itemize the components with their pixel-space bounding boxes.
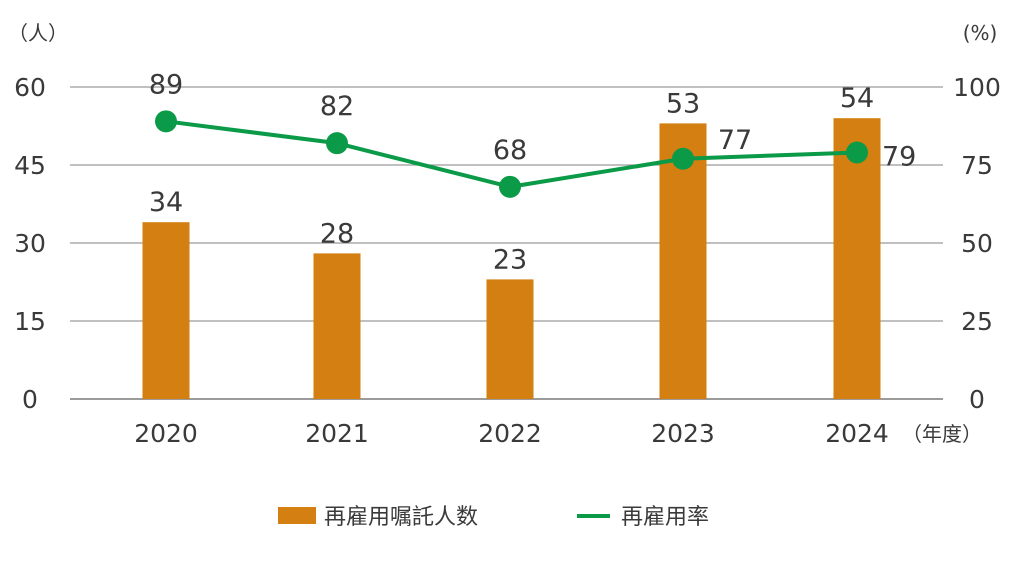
right-tick-label: 50 — [961, 229, 993, 258]
right-tick-label: 0 — [969, 385, 985, 414]
right-axis-unit: (%) — [963, 21, 998, 45]
bar — [142, 222, 190, 399]
legend-label-bar: 再雇用嘱託人数 — [324, 505, 478, 530]
line-point — [499, 175, 521, 198]
line-series: 89 82 68 77 79 — [149, 69, 916, 198]
bar-data-label: 54 — [840, 83, 874, 114]
left-tick-label: 30 — [14, 229, 46, 258]
line-point — [326, 132, 348, 155]
axes: （人） (%) （年度） 0 15 30 45 60 0 25 50 75 100 2020 2021… — [8, 21, 1001, 448]
legend-label-line: 再雇用率 — [621, 505, 709, 530]
right-tick-label: 25 — [961, 307, 993, 336]
line-data-label: 79 — [882, 142, 916, 173]
left-axis-unit: （人） — [8, 21, 68, 45]
legend-swatch-bar — [278, 507, 316, 524]
line-data-label: 89 — [149, 69, 183, 100]
line-data-label: 68 — [493, 135, 527, 166]
left-tick-label: 45 — [14, 151, 46, 180]
line-point — [846, 141, 868, 164]
bar — [313, 253, 361, 399]
bar — [833, 118, 881, 399]
right-tick-label: 75 — [961, 151, 993, 180]
x-axis-unit: （年度） — [902, 422, 982, 446]
x-tick-label: 2022 — [478, 419, 542, 448]
bar-data-label: 28 — [320, 218, 354, 249]
x-tick-label: 2023 — [651, 419, 715, 448]
line-point — [672, 147, 694, 170]
bar-series: 34 28 23 53 54 — [142, 83, 881, 400]
line-data-label: 77 — [718, 125, 752, 156]
legend: 再雇用嘱託人数 再雇用率 — [278, 505, 709, 530]
right-tick-label: 100 — [953, 73, 1001, 102]
bar-data-label: 23 — [493, 244, 527, 275]
left-tick-label: 0 — [22, 385, 38, 414]
bar-data-label: 34 — [149, 187, 183, 218]
x-tick-label: 2021 — [305, 419, 369, 448]
left-tick-label: 60 — [14, 73, 46, 102]
line-data-label: 82 — [320, 91, 354, 122]
x-tick-label: 2020 — [134, 419, 198, 448]
left-tick-label: 15 — [14, 307, 46, 336]
line-point — [155, 110, 177, 133]
bar — [486, 279, 534, 399]
bar-data-label: 53 — [666, 88, 700, 119]
x-tick-label: 2024 — [825, 419, 889, 448]
